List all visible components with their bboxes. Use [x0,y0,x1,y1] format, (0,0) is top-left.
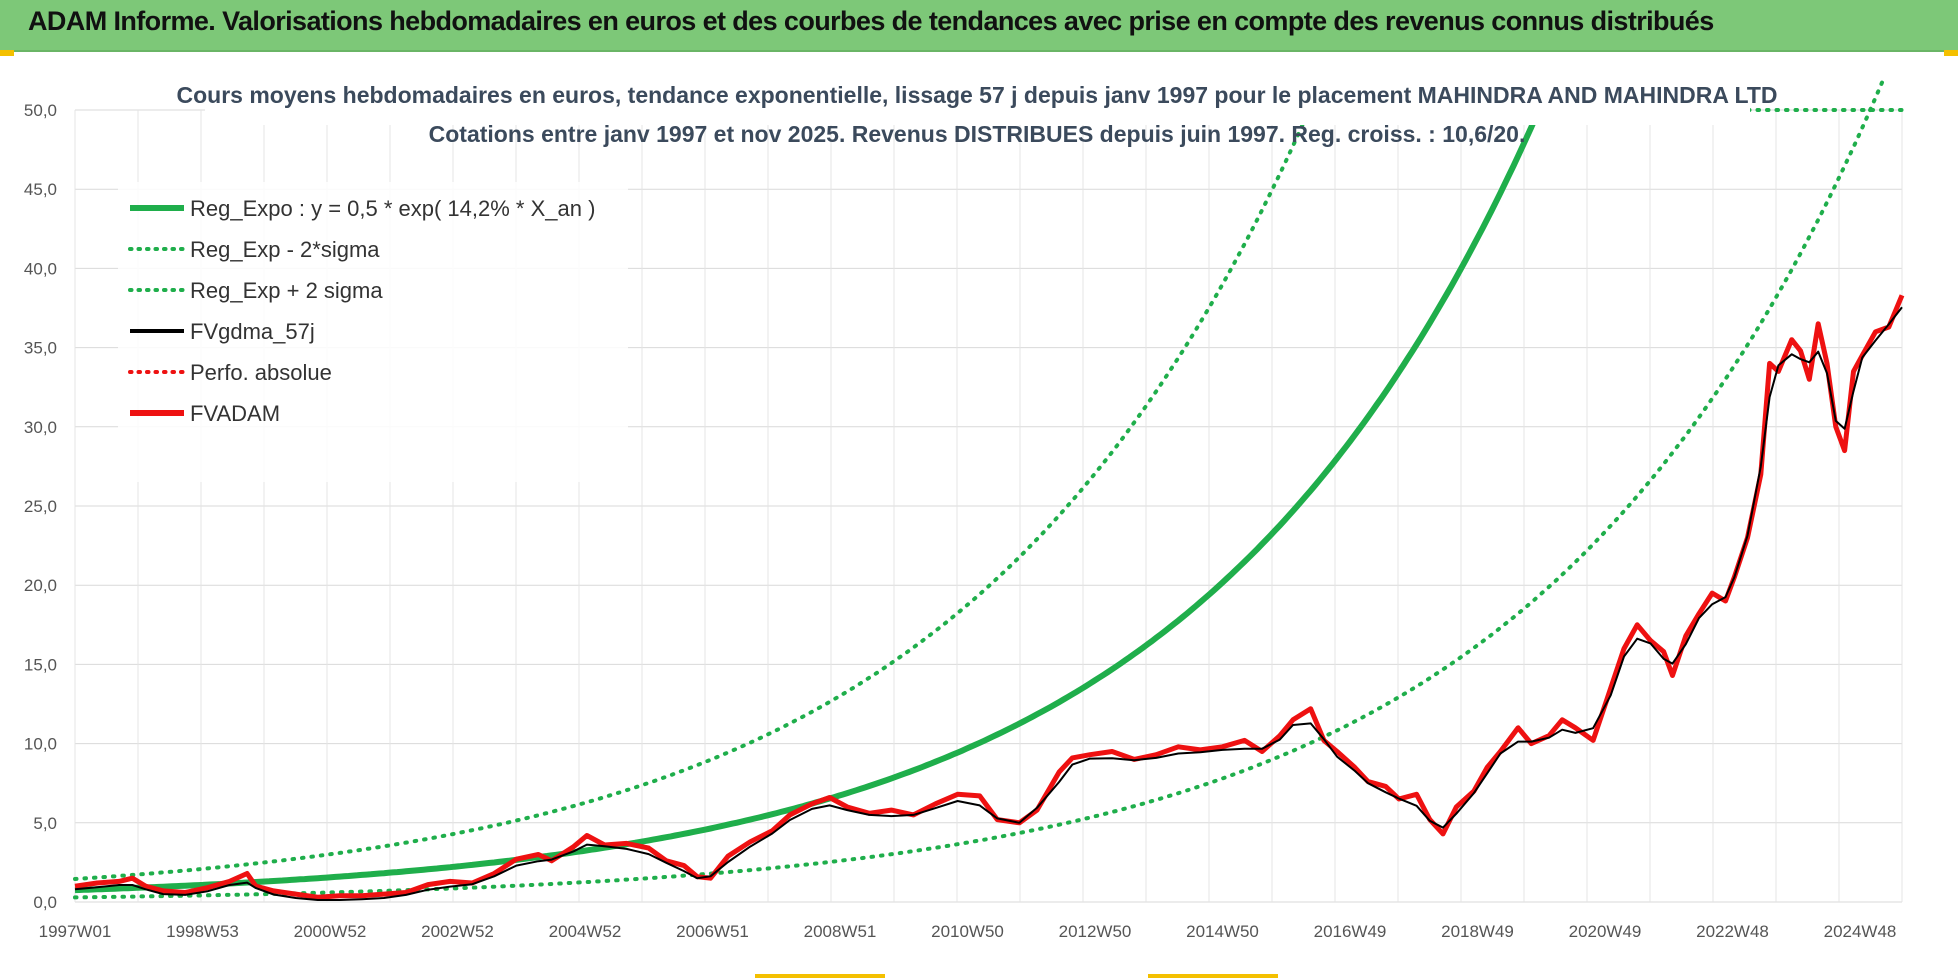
y-tick-label: 5,0 [33,814,57,833]
x-tick-label: 2020W49 [1569,922,1642,941]
legend-background [118,182,628,482]
chart-title-background [205,57,1750,125]
footer-mark-1 [755,974,885,978]
y-tick-label: 10,0 [24,735,57,754]
corner-mark-left [0,50,14,56]
x-tick-label: 2014W50 [1186,922,1259,941]
legend-label: FVADAM [190,401,280,426]
y-tick-label: 25,0 [24,497,57,516]
x-tick-label: 2008W51 [804,922,877,941]
y-tick-label: 0,0 [33,893,57,912]
x-tick-label: 1998W53 [166,922,239,941]
x-tick-label: 1997W01 [39,922,112,941]
report-banner: ADAM Informe. Valorisations hebdomadaire… [0,0,1958,52]
chart-legend: Reg_Expo : y = 0,5 * exp( 14,2% * X_an )… [118,182,628,482]
x-tick-label: 2024W48 [1824,922,1897,941]
chart-title-line-1: Cours moyens hebdomadaires en euros, ten… [176,82,1777,108]
y-tick-label: 15,0 [24,655,57,674]
x-tick-label: 2016W49 [1314,922,1387,941]
reg-exp-minus-2sigma-line [73,75,1887,900]
y-tick-label: 35,0 [24,339,57,358]
x-tick-label: 2004W52 [549,922,622,941]
report-title: ADAM Informe. Valorisations hebdomadaire… [28,6,1714,36]
line-chart: 0,0 5,0 10,0 15,0 20,0 25,0 30,0 35,0 40,0 45,0 50… [24,57,1905,941]
x-tick-label: 2000W52 [294,922,367,941]
y-tick-label: 30,0 [24,418,57,437]
fvadam-line [74,294,1905,900]
x-tick-label: 2006W51 [676,922,749,941]
y-tick-label: 20,0 [24,576,57,595]
x-tick-label: 2010W50 [931,922,1004,941]
legend-label: Reg_Exp - 2*sigma [190,237,380,262]
y-tick-label: 50,0 [24,101,57,120]
legend-label: FVgdma_57j [190,319,315,344]
legend-label: Reg_Exp + 2 sigma [190,278,383,303]
chart-title-line-2: Cotations entre janv 1997 et nov 2025. R… [429,121,1526,147]
legend-label: Reg_Expo : y = 0,5 * exp( 14,2% * X_an ) [190,196,595,221]
legend-label: Perfo. absolue [190,360,332,385]
footer-mark-2 [1148,974,1278,978]
y-tick-label: 45,0 [24,180,57,199]
chart-series [73,73,1905,901]
fvgdma-57j-line [74,306,1903,901]
x-tick-label: 2018W49 [1441,922,1514,941]
x-tick-label: 2002W52 [421,922,494,941]
x-tick-label: 2022W48 [1696,922,1769,941]
x-axis-ticks: 1997W01 1998W53 2000W52 2002W52 2004W52 2006W… [39,922,1897,941]
corner-mark-right [1944,50,1958,56]
y-axis-ticks: 0,0 5,0 10,0 15,0 20,0 25,0 30,0 35,0 40,0 45,0 50… [24,101,57,912]
reg-exp-plus-2sigma-line [73,73,1326,881]
x-tick-label: 2012W50 [1059,922,1132,941]
y-tick-label: 40,0 [24,259,57,278]
